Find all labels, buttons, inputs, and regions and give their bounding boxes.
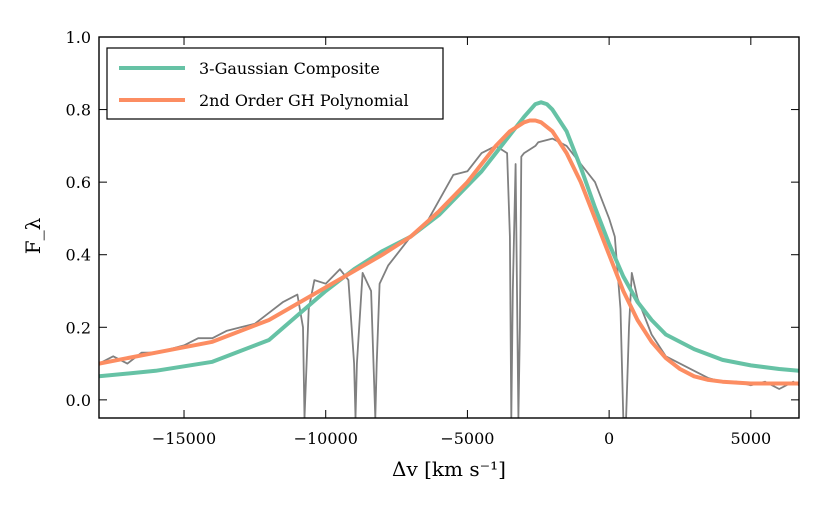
y-tick-label: 0.4 <box>66 246 91 265</box>
legend-label-3-gaussian: 3-Gaussian Composite <box>199 59 380 78</box>
legend-frame <box>106 47 444 120</box>
series-layer <box>99 100 799 418</box>
y-tick-label: 0.6 <box>66 173 91 192</box>
x-tick-label: −10000 <box>294 429 358 448</box>
axes-layer: −15000 −10000 −5000 0 5000 0.0 0.2 0.4 0.6 0.8 1.0 <box>66 28 799 448</box>
x-tick-label: 0 <box>604 429 614 448</box>
y-tick-label: 0.2 <box>66 318 91 337</box>
x-tick-label: 5000 <box>730 429 771 448</box>
x-tick-label: −15000 <box>152 429 216 448</box>
legend: 3-Gaussian Composite 2nd Order GH Polyno… <box>106 47 444 120</box>
y-tick-label: 1.0 <box>66 28 91 47</box>
y-tick-label: 0.0 <box>66 391 91 410</box>
x-tick-label: −5000 <box>440 429 494 448</box>
y-axis-label: F_λ <box>21 217 45 254</box>
series-line-observed-spectrum <box>99 137 799 418</box>
series-line-3-gaussian-composite <box>99 100 799 379</box>
series-line-2nd-order-gh-polynomial <box>99 118 799 386</box>
plot-frame <box>98 36 800 419</box>
y-tick-label: 0.8 <box>66 101 91 120</box>
legend-label-gh-polynomial: 2nd Order GH Polynomial <box>199 91 409 110</box>
x-axis-label: Δv [km s⁻¹] <box>392 457 506 481</box>
